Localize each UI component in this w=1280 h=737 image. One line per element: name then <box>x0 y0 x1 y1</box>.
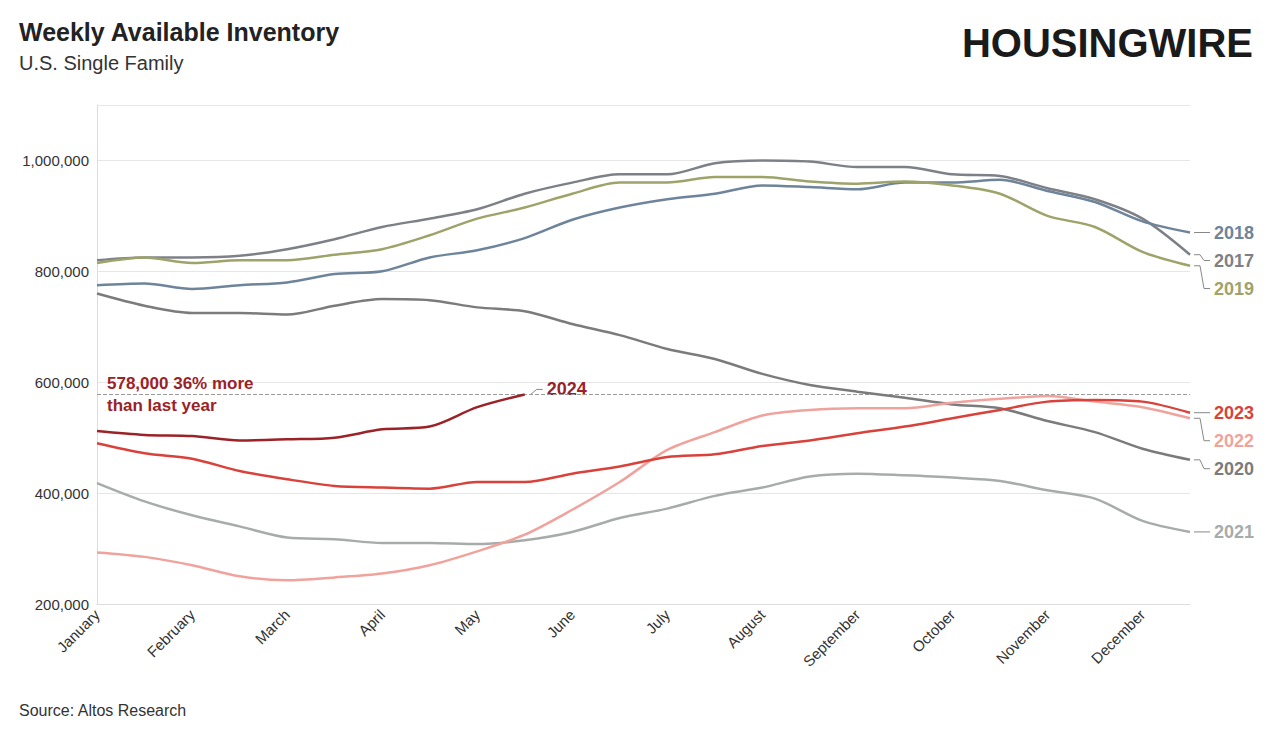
svg-text:July: July <box>642 606 673 637</box>
svg-text:U.S. Single Family: U.S. Single Family <box>19 52 184 74</box>
svg-text:May: May <box>451 606 483 638</box>
svg-text:1,000,000: 1,000,000 <box>22 152 89 169</box>
svg-text:600,000: 600,000 <box>35 374 89 391</box>
svg-text:578,000 36% more: 578,000 36% more <box>107 374 258 393</box>
svg-text:than last year: than last year <box>107 396 217 415</box>
svg-text:HOUSINGWIRE: HOUSINGWIRE <box>962 21 1253 65</box>
svg-text:800,000: 800,000 <box>35 263 89 280</box>
svg-text:2017: 2017 <box>1214 251 1254 271</box>
svg-text:April: April <box>355 606 388 639</box>
svg-text:200,000: 200,000 <box>35 596 89 613</box>
svg-text:2020: 2020 <box>1214 459 1254 479</box>
svg-text:2019: 2019 <box>1214 279 1254 299</box>
svg-text:September: September <box>799 606 863 670</box>
svg-text:October: October <box>909 606 959 656</box>
svg-text:November: November <box>993 606 1054 667</box>
svg-text:February: February <box>144 606 199 661</box>
svg-text:2024: 2024 <box>547 379 587 399</box>
svg-text:400,000: 400,000 <box>35 485 89 502</box>
svg-text:Weekly Available Inventory: Weekly Available Inventory <box>19 18 339 46</box>
svg-text:2018: 2018 <box>1214 223 1254 243</box>
svg-text:December: December <box>1088 606 1149 667</box>
svg-text:2023: 2023 <box>1214 403 1254 423</box>
svg-text:Source: Altos Research: Source: Altos Research <box>19 702 186 719</box>
svg-text:2021: 2021 <box>1214 522 1254 542</box>
svg-text:June: June <box>543 606 578 641</box>
svg-text:2022: 2022 <box>1214 431 1254 451</box>
svg-text:January: January <box>53 606 103 656</box>
svg-text:March: March <box>252 606 293 647</box>
svg-text:August: August <box>723 605 769 651</box>
